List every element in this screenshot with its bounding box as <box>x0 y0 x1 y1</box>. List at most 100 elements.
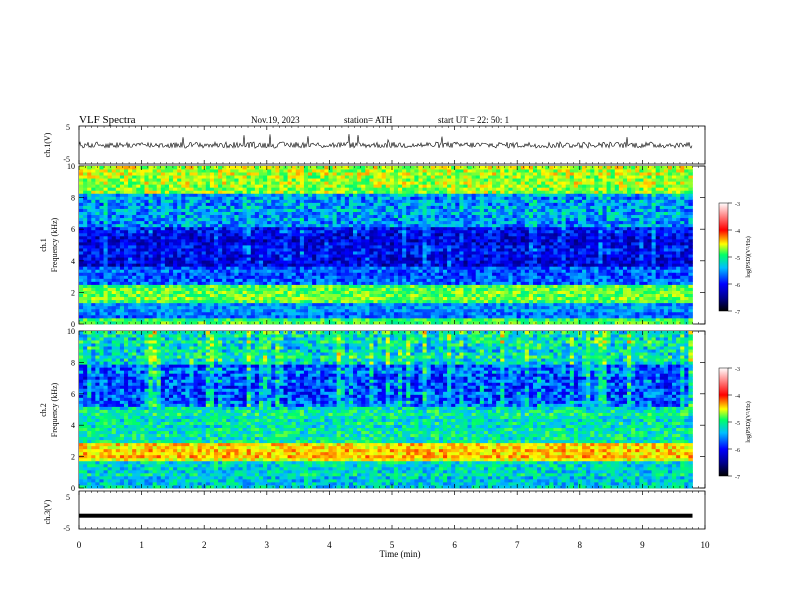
spectrogram-cell <box>95 223 100 228</box>
spectrogram-cell <box>361 241 366 246</box>
spectrogram-cell <box>79 229 84 234</box>
spectrogram-cell <box>103 278 109 282</box>
spectrogram-cell <box>663 269 669 273</box>
spectrogram-cell <box>508 251 513 255</box>
spectrogram-cell <box>504 263 509 267</box>
spectrogram-cell <box>381 263 387 267</box>
spectrogram-cell <box>430 293 436 298</box>
spectrogram-cell <box>385 287 391 291</box>
spectrogram-cell <box>479 311 485 316</box>
spectrogram-cell <box>532 278 538 282</box>
spectrogram-cell <box>684 254 689 258</box>
spectrogram-cell <box>532 320 538 325</box>
spectrogram-cell <box>201 308 207 313</box>
spectrogram-cell <box>263 269 268 273</box>
spectrogram-cell <box>107 287 113 291</box>
spectrogram-cell <box>398 269 403 273</box>
spectrogram-cell <box>434 314 440 319</box>
spectrogram-cell <box>512 266 518 270</box>
spectrogram-cell <box>598 317 603 322</box>
spectrogram-cell <box>295 308 301 313</box>
spectrogram-cell <box>451 229 456 234</box>
spectrogram-cell <box>537 317 542 322</box>
spectrogram-cell <box>402 287 407 291</box>
spectrogram-cell <box>140 220 145 225</box>
spectrogram-cell <box>479 269 485 273</box>
spectrogram-cell <box>602 263 607 267</box>
spectrogram-cell <box>242 251 248 255</box>
spectrogram-cell <box>618 257 624 261</box>
spectrogram-cell <box>193 308 199 313</box>
spectrogram-cell <box>455 290 460 295</box>
spectrogram-cell <box>152 251 158 255</box>
spectrogram-cell <box>91 296 96 301</box>
spectrogram-cell <box>389 248 395 252</box>
spectrogram-cell <box>115 248 121 252</box>
spectrogram-cell <box>353 296 358 301</box>
spectrogram-cell <box>635 235 640 240</box>
spectrogram-cell <box>316 296 321 301</box>
spectrogram-cell <box>234 269 239 273</box>
spectrogram-cell <box>173 245 178 249</box>
spectrogram-cell <box>651 311 657 316</box>
spectrogram-cell <box>222 308 227 313</box>
spectrogram-cell <box>553 238 558 243</box>
spectrogram-cell <box>565 238 571 243</box>
spectrogram-cell <box>627 293 632 298</box>
spectrogram-cell <box>197 257 203 261</box>
spectrogram-cell <box>598 269 603 273</box>
spectrogram-cell <box>496 263 501 267</box>
spectrogram-cell <box>136 320 141 325</box>
spectrogram-cell <box>177 305 182 310</box>
spectrogram-cell <box>103 272 109 276</box>
spectrogram-cell <box>173 238 178 243</box>
spectrogram-cell <box>275 275 280 279</box>
spectrogram-cell <box>87 317 92 322</box>
spectrogram-cell <box>213 299 219 304</box>
spectrogram-cell <box>606 223 612 228</box>
spectrogram-cell <box>83 257 88 261</box>
spectrogram-cell <box>193 223 199 228</box>
spectrogram-cell <box>381 272 387 276</box>
spectrogram-cell <box>631 311 636 316</box>
spectrogram-cell <box>103 223 109 228</box>
spectrogram-cell <box>553 223 558 228</box>
spectrogram-cell <box>83 281 88 285</box>
spectrogram-cell <box>152 257 158 261</box>
spectrogram-cell <box>295 260 301 264</box>
spectrogram-cell <box>119 305 125 310</box>
spectrogram-cell <box>434 266 440 270</box>
spectrogram-cell <box>651 302 657 307</box>
spectrogram-cell <box>651 287 657 291</box>
spectrogram-cell <box>197 281 203 285</box>
spectrogram-cell <box>475 260 481 264</box>
spectrogram-cell <box>443 299 448 304</box>
spectrogram-cell <box>230 260 235 264</box>
spectrogram-cell <box>430 320 436 325</box>
spectrogram-cell <box>606 314 612 319</box>
spectrogram-cell <box>213 317 219 322</box>
spectrogram-cell <box>475 275 481 279</box>
spectrogram-cell <box>602 229 607 234</box>
spectrogram-cell <box>152 302 158 307</box>
spectrogram-cell <box>545 254 550 258</box>
spectrogram-cell <box>263 299 268 304</box>
spectrogram-cell <box>332 251 338 255</box>
spectrogram-cell <box>610 241 616 246</box>
spectrogram-cell <box>238 269 243 273</box>
spectrogram-cell <box>344 278 350 282</box>
spectrogram-cell <box>328 299 333 304</box>
spectrogram-cell <box>651 284 657 288</box>
spectrogram-cell <box>520 296 526 301</box>
spectrogram-cell <box>123 220 129 225</box>
spectrogram-cell <box>91 287 96 291</box>
spectrogram-cell <box>537 284 542 288</box>
spectrogram-cell <box>635 226 640 231</box>
spectrogram-cell <box>672 308 677 313</box>
spectrogram-cell <box>377 245 383 249</box>
spectrogram-cell <box>303 254 309 258</box>
spectrogram-cell <box>676 287 681 291</box>
spectrogram-cell <box>193 260 199 264</box>
spectrogram-cell <box>635 275 640 279</box>
